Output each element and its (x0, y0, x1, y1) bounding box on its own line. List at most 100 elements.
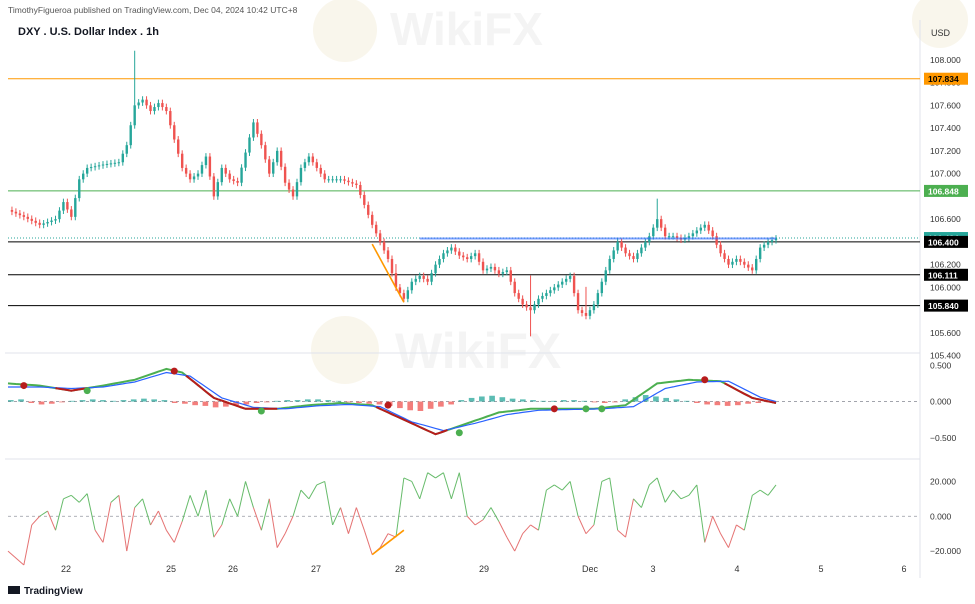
price-tick-label: 105.600 (930, 328, 961, 338)
candle-body (177, 139, 180, 154)
oscillator-line-segment (609, 477, 619, 531)
macd-histogram-bar (448, 401, 454, 405)
price-tag-bg (924, 235, 968, 248)
oscillator-line-segment (78, 493, 88, 503)
oscillator-line-segment (260, 498, 270, 531)
candle-body (192, 176, 196, 180)
oscillator-line-segment (205, 490, 215, 538)
time-axis-label: 22 (61, 564, 71, 574)
watermark-text: WikiFX (390, 3, 543, 55)
candle-body (66, 202, 69, 210)
candle-body (351, 182, 354, 184)
symbol-title[interactable]: DXY . U.S. Dollar Index . 1h (18, 26, 159, 38)
macd-histogram-bar (171, 401, 178, 404)
candle-body (557, 284, 560, 288)
candle-body (89, 167, 93, 169)
oscillator-line-segment (625, 498, 634, 538)
candle-body (545, 293, 548, 296)
candle-body (311, 156, 315, 163)
candle-body (632, 256, 635, 259)
oscillator-line-segment (648, 477, 658, 486)
macd-histogram-bar (397, 401, 403, 409)
candle-body (541, 295, 544, 299)
candle-body (153, 107, 156, 112)
macd-histogram-bar (489, 395, 495, 402)
candle-body (283, 166, 287, 183)
macd-cross-dot (598, 405, 606, 413)
candle-body (371, 214, 374, 225)
candle-body (355, 183, 358, 185)
macd-cross-dot (550, 405, 558, 413)
candle-body (133, 105, 136, 126)
oscillator-line-segment (23, 524, 33, 566)
candle-body (687, 236, 691, 238)
candle-body (458, 251, 461, 256)
macd-histogram-bar (499, 397, 506, 402)
macd-histogram-bar (141, 398, 147, 402)
candle-body (260, 133, 263, 146)
oscillator-line-segment (633, 498, 642, 508)
oscillator-line-segment (245, 481, 254, 508)
trendline-annotation (371, 243, 405, 303)
oscillator-line-segment (237, 481, 247, 517)
oscillator-line-segment (554, 484, 563, 491)
candle-body (675, 236, 679, 238)
tradingview-logo[interactable]: TradingView (8, 586, 83, 597)
macd-histogram-bar (714, 401, 721, 406)
candle-body (612, 250, 615, 259)
candle-body (46, 221, 49, 224)
oscillator-line-segment (435, 472, 444, 479)
candle-body (758, 247, 762, 259)
candle-body (109, 163, 113, 165)
candle-body (331, 179, 334, 181)
candle-body (180, 153, 184, 168)
candle-body (208, 156, 212, 177)
oscillator-line-segment (55, 498, 64, 531)
macd-tick-label: −0.500 (930, 433, 957, 443)
candle-body (299, 167, 303, 183)
macd-histogram-bar (530, 400, 536, 402)
time-axis[interactable]: 22 25 26 27 28 29 Dec 3 4 5 6 (61, 564, 907, 574)
candle-body (743, 261, 746, 265)
price-pane[interactable]: 108.000107.800107.600107.400107.200107.0… (8, 50, 968, 361)
rsi-pane[interactable]: 20.000 0.000 −20.000 (7, 472, 961, 566)
time-axis-label: 4 (734, 564, 739, 574)
oscillator-line-segment (537, 490, 547, 531)
candle-body (537, 298, 540, 305)
candle-body (770, 240, 774, 242)
candle-body (323, 173, 326, 180)
candle-body (446, 250, 449, 254)
candle-body (220, 167, 223, 183)
oscillator-line-segment (300, 489, 310, 500)
macd-tick-label: 0.000 (930, 397, 952, 407)
candle-body (275, 150, 279, 163)
candle-body (505, 270, 509, 273)
macd-histogram-bar (325, 400, 332, 402)
macd-histogram-bar (253, 401, 260, 404)
macd-cross-dot (170, 367, 178, 375)
candle-body (489, 266, 493, 269)
macd-histogram-bar (601, 401, 608, 404)
candle-body (74, 198, 77, 217)
candle-body (141, 99, 144, 103)
watermark-logo-icon (313, 0, 377, 62)
macd-histogram-bar (755, 401, 762, 404)
candle-body (620, 241, 623, 248)
candle-body (513, 281, 516, 294)
candle-body (469, 256, 473, 259)
candle-body (572, 276, 576, 294)
oscillator-line-segment (118, 495, 128, 552)
oscillator-line-segment (593, 481, 603, 526)
macd-histogram-bar (335, 400, 342, 402)
candle-body (406, 290, 410, 299)
macd-pane[interactable]: 0.500 0.000 −0.500 (7, 360, 957, 443)
oscillator-line-segment (71, 494, 80, 503)
oscillator-line-segment (530, 524, 539, 531)
candle-body (157, 103, 160, 108)
macd-tick-label: 0.500 (930, 360, 952, 370)
candle-body (525, 304, 528, 308)
oscillator-line-segment (102, 502, 112, 543)
macd-bearish-segment (55, 374, 777, 436)
oscillator-line-segment (482, 507, 492, 521)
